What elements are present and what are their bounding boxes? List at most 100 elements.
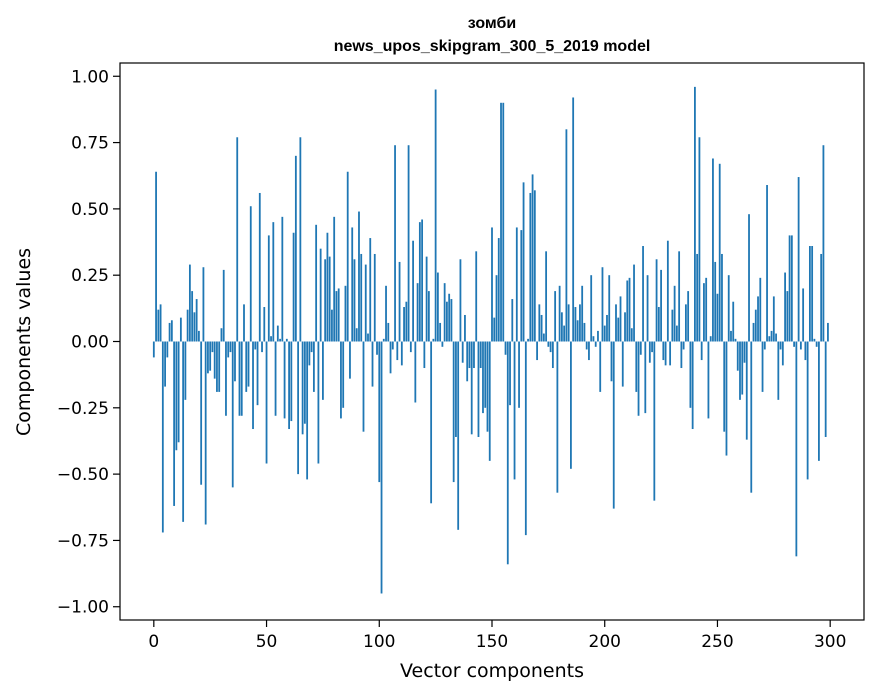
bar-217 (642, 246, 644, 342)
x-tick-label: 0 (148, 632, 159, 652)
bar-242 (698, 137, 701, 342)
bar-269 (759, 277, 762, 342)
bar-81 (335, 291, 338, 342)
bar-103 (385, 285, 387, 342)
bar-231 (673, 285, 676, 342)
bar-202 (608, 275, 611, 342)
bar-76 (324, 259, 327, 342)
bar-286 (797, 177, 800, 342)
bar-72 (315, 224, 318, 342)
bar-218 (644, 341, 647, 414)
bar-111 (403, 307, 405, 342)
bar-148 (486, 341, 489, 432)
bar-169 (533, 190, 536, 342)
bar-284 (793, 341, 796, 347)
bar-189 (579, 304, 581, 342)
bar-138 (464, 314, 466, 342)
bar-78 (328, 256, 331, 342)
bar-193 (588, 341, 590, 361)
bar-82 (337, 288, 340, 342)
bar-215 (637, 341, 640, 416)
bar-129 (443, 283, 446, 342)
bar-62 (292, 232, 295, 342)
bar-236 (684, 304, 687, 342)
bar-192 (585, 341, 588, 350)
bar-210 (626, 280, 629, 342)
bar-89 (353, 259, 356, 342)
bar-147 (484, 341, 487, 408)
bar-108 (396, 341, 399, 361)
bar-59 (285, 338, 288, 342)
bar-255 (727, 275, 730, 342)
bar-183 (565, 129, 568, 342)
bar-137 (461, 341, 464, 363)
bar-12 (179, 317, 182, 342)
bar-164 (522, 182, 525, 342)
bar-130 (446, 301, 448, 342)
y-tick-label: 0.25 (71, 266, 109, 286)
bar-8 (170, 320, 173, 342)
bar-206 (617, 317, 620, 342)
bar-11 (177, 341, 180, 443)
bar-274 (770, 330, 773, 342)
bar-271 (763, 341, 766, 350)
bar-227 (664, 341, 667, 366)
bar-50 (265, 341, 268, 464)
bar-141 (470, 341, 473, 435)
bar-57 (281, 216, 284, 342)
bar-21 (200, 341, 203, 485)
bar-122 (427, 291, 430, 342)
bar-77 (326, 232, 329, 342)
x-tick-label: 300 (814, 632, 846, 652)
bar-1 (155, 171, 157, 342)
bar-102 (382, 338, 385, 342)
bar-109 (398, 261, 401, 342)
bar-253 (723, 341, 726, 432)
bar-83 (340, 341, 342, 419)
bar-74 (319, 248, 322, 342)
bar-17 (191, 291, 194, 342)
bar-151 (493, 317, 496, 342)
bar-252 (721, 253, 723, 342)
bar-212 (630, 328, 633, 342)
x-tick-label: 250 (701, 632, 733, 652)
bar-47 (258, 192, 261, 342)
bar-224 (657, 307, 660, 342)
bar-48 (261, 341, 263, 353)
bar-58 (283, 341, 286, 419)
bar-144 (477, 341, 480, 437)
bar-18 (193, 312, 196, 342)
bar-214 (635, 341, 638, 392)
bar-132 (450, 299, 453, 342)
bar-262 (743, 341, 746, 363)
bar-267 (754, 309, 757, 342)
bar-228 (666, 240, 669, 342)
bar-186 (572, 97, 575, 342)
bar-194 (590, 275, 593, 342)
bar-146 (482, 341, 484, 414)
bar-243 (700, 341, 703, 361)
bar-142 (473, 341, 475, 369)
bar-157 (506, 341, 509, 565)
bar-120 (423, 341, 426, 369)
bar-91 (358, 211, 360, 342)
bar-31 (222, 269, 225, 342)
bar-85 (344, 285, 347, 342)
bar-92 (360, 253, 363, 342)
bar-240 (694, 86, 696, 342)
x-axis: 0 50 100 150 200 250 300 (148, 620, 846, 652)
bar-278 (779, 341, 782, 350)
bar-294 (815, 341, 818, 347)
bar-292 (811, 246, 814, 342)
bar-99 (376, 341, 378, 355)
bar-156 (504, 341, 507, 355)
bar-204 (612, 341, 615, 509)
bar-6 (166, 341, 169, 358)
bar-273 (768, 336, 771, 342)
bar-293 (813, 338, 816, 342)
bar-163 (520, 230, 523, 342)
bar-27 (213, 341, 216, 379)
bar-29 (218, 341, 221, 392)
bar-4 (161, 341, 164, 533)
